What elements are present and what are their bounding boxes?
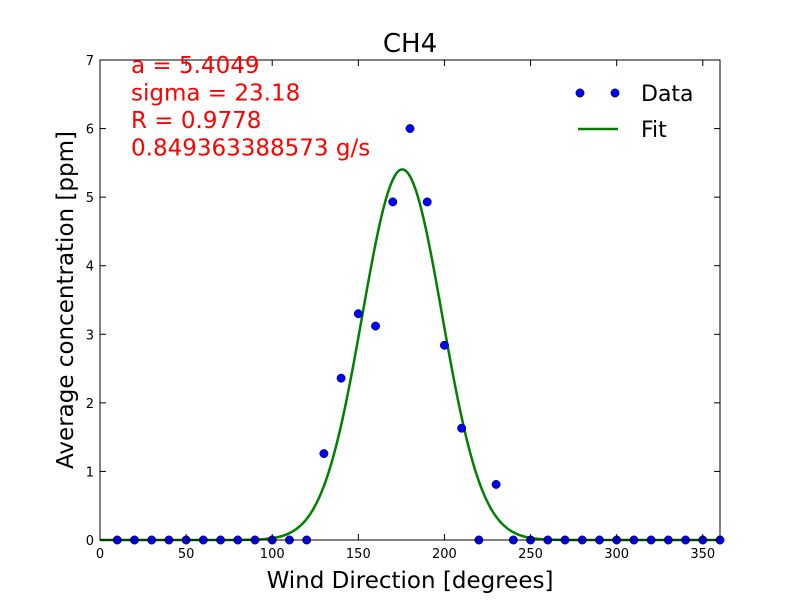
x-tick-label: 50 xyxy=(178,547,195,562)
y-tick-label: 5 xyxy=(86,191,94,206)
y-axis-label: Average concentration [ppm] xyxy=(53,131,79,469)
y-tick-label: 0 xyxy=(86,534,94,549)
fit-annotation: sigma = 23.18 xyxy=(131,81,300,107)
x-tick-label: 300 xyxy=(604,547,629,562)
data-point xyxy=(353,309,363,319)
x-tick-label: 350 xyxy=(690,547,715,562)
legend-data-label: Data xyxy=(641,82,694,107)
legend-data-marker xyxy=(575,88,585,98)
x-tick-label: 200 xyxy=(432,547,457,562)
axes-frame xyxy=(99,59,721,541)
y-tick-label: 1 xyxy=(86,465,94,480)
legend: Data Fit xyxy=(575,82,694,143)
y-tick-label: 2 xyxy=(86,397,94,412)
y-tick-label: 6 xyxy=(86,123,94,138)
data-point xyxy=(439,340,449,350)
data-point xyxy=(405,124,415,134)
data-point xyxy=(371,321,381,331)
x-tick-label: 100 xyxy=(260,547,285,562)
y-tick-label: 4 xyxy=(86,260,94,275)
fit-annotation: a = 5.4049 xyxy=(131,53,259,79)
data-point xyxy=(457,423,467,433)
legend-data-marker xyxy=(610,88,620,98)
fit-annotation: 0.849363388573 g/s xyxy=(131,136,370,162)
x-axis-label: Wind Direction [degrees] xyxy=(267,568,554,594)
chart-title: CH4 xyxy=(383,29,437,59)
data-point xyxy=(422,197,432,207)
data-point xyxy=(388,197,398,207)
data-point xyxy=(491,480,501,489)
y-tick-label: 7 xyxy=(86,54,94,69)
fit-annotation: R = 0.9778 xyxy=(131,108,261,134)
legend-fit-label: Fit xyxy=(641,118,667,143)
y-tick-label: 3 xyxy=(86,328,94,343)
data-point xyxy=(336,373,346,383)
data-point xyxy=(319,449,329,459)
x-tick-label: 250 xyxy=(518,547,543,562)
plot-area: 0 50 100 150 200 250 300 350 0 1 2 3 4 5 6 7 a = 5.4049s… xyxy=(86,53,725,562)
x-tick-label: 0 xyxy=(96,547,104,562)
x-tick-label: 150 xyxy=(346,547,371,562)
